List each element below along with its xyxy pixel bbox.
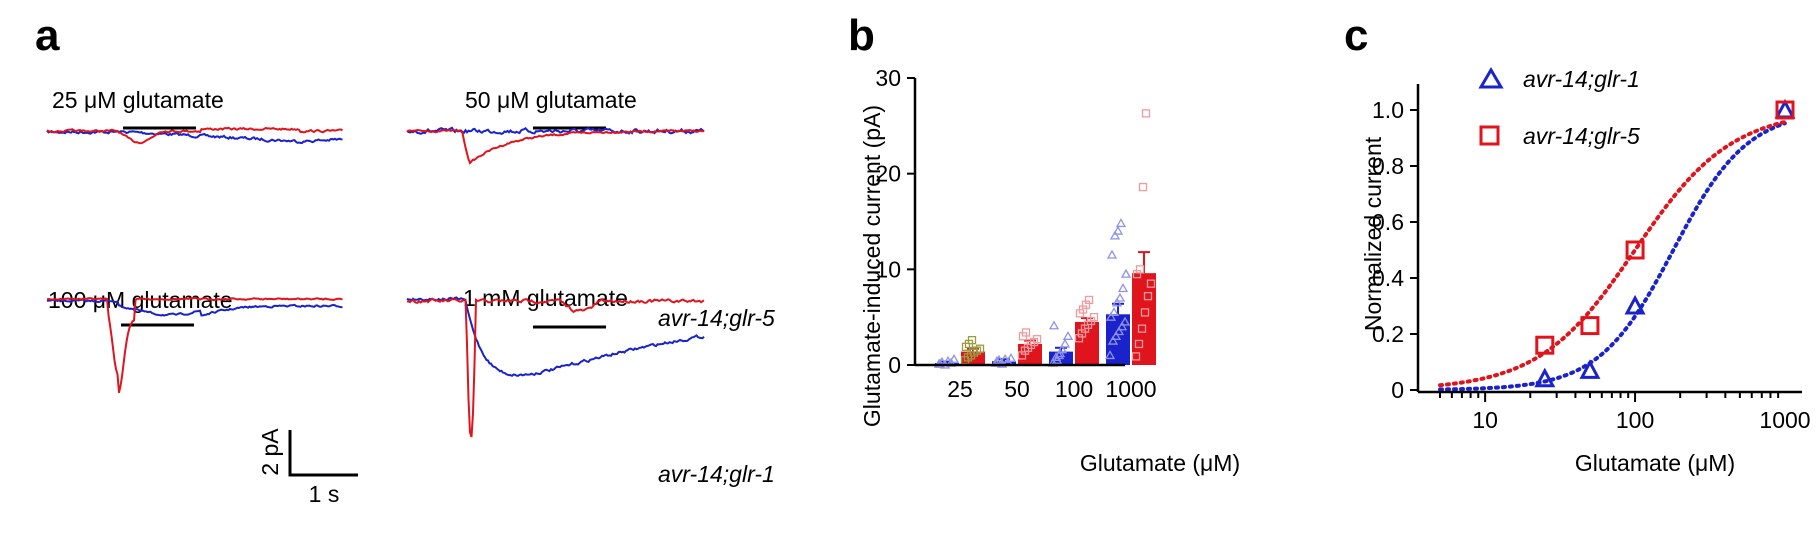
b-y-tick-label: 30 <box>875 65 901 91</box>
point-glr5-1000 <box>1131 352 1141 361</box>
point-glr1-1000 <box>1107 335 1119 345</box>
point-glr1 <box>1534 367 1556 388</box>
point-glr1-1000 <box>1115 218 1127 228</box>
c-y-tick-label: 0.8 <box>1372 153 1404 179</box>
point-glr5-50 <box>1032 335 1042 344</box>
point-glr1-100 <box>1051 354 1063 364</box>
b-y-tick-label: 20 <box>875 161 901 187</box>
fit-curve-glr5 <box>1438 120 1787 388</box>
c-y-tick-label: 0.4 <box>1372 265 1404 291</box>
point-glr5-1000 <box>1138 182 1148 192</box>
point-glr5-1000 <box>1135 265 1145 274</box>
point-glr5 <box>1535 335 1555 355</box>
point-glr1-1000 <box>1108 307 1120 317</box>
point-glr1 <box>1579 359 1601 379</box>
scale-bar-y-label: 2 pA <box>257 428 283 476</box>
point-glr5-25 <box>975 344 985 353</box>
trace-legend-glr5: avr-14;glr-5 <box>658 305 775 331</box>
c-x-tick-label: 1000 <box>1759 407 1810 433</box>
b-x-tick-label: 1000 <box>1105 376 1156 402</box>
trace-50uM-glr5 <box>406 128 705 165</box>
c-y-tick-label: 0 <box>1391 377 1404 403</box>
legend-square-marker <box>1479 125 1500 146</box>
trace-100uM-glr5 <box>46 297 343 394</box>
point-glr1-1000 <box>1109 230 1121 240</box>
panel-label-b: b <box>848 11 875 60</box>
trace-1mM-glr1 <box>406 296 705 377</box>
c-y-tick-label: 1.0 <box>1372 97 1404 123</box>
c-y-axis-title: Normalized current <box>1360 136 1386 331</box>
trace-label-25uM: 25 μM glutamate <box>52 87 224 113</box>
point-glr5-100 <box>1089 313 1099 322</box>
point-glr1-1000 <box>1104 350 1116 360</box>
point-glr5-100 <box>1084 295 1094 305</box>
panel-label-a: a <box>35 11 60 60</box>
bar-glr5-1000 <box>1132 273 1156 365</box>
point-glr1-1000 <box>1116 321 1128 331</box>
point-glr5-1000 <box>1134 339 1144 349</box>
b-y-tick-label: 10 <box>875 256 901 282</box>
point-glr5-1000 <box>1137 324 1147 333</box>
b-y-axis-title: Glutamate-induced current (pA) <box>859 105 885 427</box>
b-x-tick-label: 100 <box>1055 376 1093 402</box>
c-x-tick-label: 10 <box>1472 407 1498 433</box>
point-glr5 <box>1580 316 1600 336</box>
b-x-axis-title: Glutamate (μM) <box>1080 450 1240 476</box>
point-glr1-1000 <box>1114 292 1126 302</box>
point-glr1 <box>1624 294 1646 315</box>
bar-chart-b: 0 10 20 30 25 50 100 1000 <box>875 65 1156 402</box>
b-x-tick-label: 25 <box>947 376 973 402</box>
point-glr5-1000 <box>1146 279 1156 288</box>
point-glr1-25 <box>948 353 960 363</box>
c-y-tick-label: 0.6 <box>1372 209 1404 235</box>
point-glr5-1000 <box>1141 109 1151 118</box>
point-glr1-1000 <box>1120 268 1132 278</box>
point-glr1-100 <box>1054 348 1066 358</box>
trace-legend-glr1: avr-14;glr-1 <box>658 461 775 487</box>
legend-triangle-marker <box>1478 67 1504 89</box>
c-y-tick-label: 0.2 <box>1372 321 1404 347</box>
point-glr1-100 <box>1048 320 1060 330</box>
dose-response-chart-c: 0 0.2 0.4 0.6 0.8 1.0 10 100 1000 <box>1372 84 1811 433</box>
point-glr1-1000 <box>1113 326 1125 336</box>
point-glr1-1000 <box>1112 225 1124 235</box>
point-glr5-25 <box>967 335 977 345</box>
scale-bar-x-label: 1 s <box>309 481 340 507</box>
point-glr5-50 <box>1021 328 1031 337</box>
c-x-axis-title: Glutamate (μM) <box>1575 450 1735 476</box>
point-glr1-1000 <box>1111 297 1123 307</box>
trace-1mM-glr5 <box>406 297 705 438</box>
point-glr1-1000 <box>1106 249 1118 259</box>
point-glr1-100 <box>1059 338 1071 348</box>
point-glr1-100 <box>1062 330 1074 340</box>
point-glr1-1000 <box>1105 311 1117 321</box>
scale-bar <box>288 430 358 477</box>
point-glr1-1000 <box>1110 330 1122 340</box>
point-glr5-1000 <box>1143 291 1153 301</box>
point-glr5-1000 <box>1140 308 1150 317</box>
b-x-tick-label: 50 <box>1004 376 1030 402</box>
b-y-tick-label: 0 <box>888 352 901 378</box>
point-glr5 <box>1775 100 1795 120</box>
point-glr1-1000 <box>1119 316 1131 326</box>
trace-label-1mM: 1 mM glutamate <box>463 285 628 311</box>
point-glr5 <box>1625 240 1645 260</box>
trace-label-50uM: 50 μM glutamate <box>465 87 637 113</box>
c-legend-glr5: avr-14;glr-5 <box>1523 123 1640 149</box>
c-legend: avr-14;glr-1 avr-14;glr-5 <box>1478 66 1640 149</box>
panel-label-c: c <box>1344 11 1368 60</box>
trace-25uM-glr5 <box>46 126 344 145</box>
point-glr1-50 <box>993 354 1005 364</box>
fit-curve-glr1 <box>1438 121 1787 392</box>
point-glr1 <box>1774 98 1796 119</box>
c-legend-glr1: avr-14;glr-1 <box>1523 66 1640 92</box>
trace-100uM-glr1 <box>46 298 343 317</box>
point-glr1-50 <box>1005 352 1017 362</box>
bar-glr5-100 <box>1075 321 1099 365</box>
trace-25uM-glr1 <box>46 129 343 145</box>
point-glr1-25 <box>934 358 946 368</box>
point-glr1-1000 <box>1117 283 1129 293</box>
c-x-tick-label: 100 <box>1616 407 1654 433</box>
